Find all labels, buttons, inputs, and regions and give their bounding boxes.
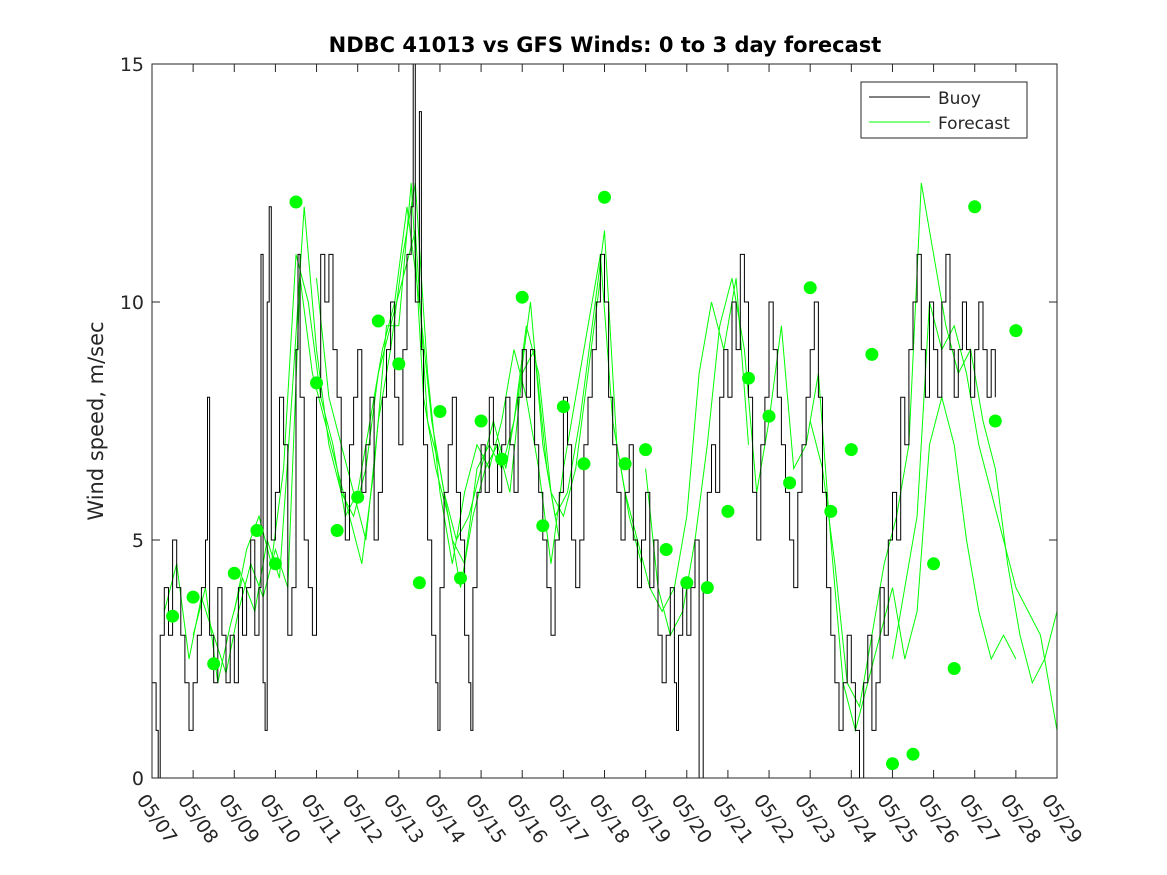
forecast-run-line xyxy=(192,206,601,683)
y-axis: 0 5 10 15 xyxy=(120,54,1057,790)
forecast-point xyxy=(783,476,797,490)
forecast-point xyxy=(988,414,1002,428)
x-tick-label: 05/29 xyxy=(1037,790,1086,847)
forecast-point xyxy=(454,571,467,585)
forecast-run-line xyxy=(645,278,1017,733)
forecast-point xyxy=(289,195,303,209)
x-tick-label: 05/08 xyxy=(173,790,222,847)
forecast-point xyxy=(556,400,570,414)
x-tick-label: 05/12 xyxy=(338,790,387,847)
forecast-point xyxy=(515,290,529,304)
x-tick-label: 05/10 xyxy=(255,790,304,847)
forecast-point xyxy=(577,457,591,471)
forecast-point xyxy=(412,576,426,590)
forecast-point xyxy=(474,414,488,428)
buoy-line xyxy=(152,64,996,778)
plot-area-frame xyxy=(151,63,1058,779)
legend-box xyxy=(860,81,1028,139)
forecast-point xyxy=(268,557,282,571)
forecast-point xyxy=(968,200,982,214)
x-tick-label: 05/11 xyxy=(296,790,345,847)
forecast-point xyxy=(392,357,406,371)
forecast-point xyxy=(886,757,899,771)
y-tick-label: 10 xyxy=(120,292,144,314)
x-tick-label: 05/25 xyxy=(872,790,921,847)
forecast-point xyxy=(700,581,714,595)
x-tick-label: 05/19 xyxy=(626,790,675,847)
forecast-point xyxy=(433,405,447,418)
forecast-point xyxy=(742,371,755,385)
forecast-point xyxy=(659,543,673,556)
forecast-point xyxy=(927,557,941,571)
x-tick-label: 05/18 xyxy=(584,790,633,847)
forecast-point xyxy=(310,376,323,390)
x-tick-label: 05/16 xyxy=(502,790,551,847)
legend: Buoy Forecast xyxy=(860,81,1028,139)
x-axis: 05/0705/0805/0905/1005/1105/1205/1305/14… xyxy=(132,64,1086,848)
forecast-point xyxy=(330,524,344,537)
chart-title: NDBC 41013 vs GFS Winds: 0 to 3 day fore… xyxy=(329,33,882,57)
forecast-point xyxy=(947,662,961,675)
forecast-dots xyxy=(166,190,1023,771)
forecast-run-line xyxy=(316,182,749,613)
forecast-point xyxy=(721,504,735,518)
forecast-point xyxy=(762,409,776,423)
x-tick-label: 05/13 xyxy=(379,790,428,847)
forecast-point xyxy=(906,747,920,761)
forecast-point xyxy=(1009,324,1023,338)
x-tick-label: 05/28 xyxy=(996,790,1045,847)
forecast-point xyxy=(803,281,817,295)
forecast-point xyxy=(250,524,264,537)
x-tick-label: 05/23 xyxy=(790,790,839,847)
x-tick-label: 05/15 xyxy=(461,790,510,847)
forecast-point xyxy=(598,190,611,204)
forecast-point xyxy=(166,609,180,623)
x-tick-label: 05/14 xyxy=(420,790,469,847)
forecast-point xyxy=(227,566,241,580)
forecast-point xyxy=(351,490,365,504)
forecast-point xyxy=(824,504,838,518)
legend-buoy-label: Buoy xyxy=(938,89,981,109)
y-axis-label: Wind speed, m/sec xyxy=(84,321,108,520)
forecast-point xyxy=(207,657,221,671)
forecast-point xyxy=(680,576,694,590)
forecast-point xyxy=(536,519,550,533)
forecast-point xyxy=(844,443,858,457)
x-tick-label: 05/27 xyxy=(955,790,1004,847)
x-tick-label: 05/24 xyxy=(831,790,880,847)
x-tick-label: 05/21 xyxy=(708,790,757,847)
forecast-point xyxy=(639,443,653,457)
forecast-point xyxy=(495,452,509,466)
forecast-point xyxy=(865,347,879,361)
x-tick-label: 05/20 xyxy=(667,790,716,847)
buoy-series xyxy=(152,64,996,778)
forecast-run-line xyxy=(233,206,642,612)
x-tick-label: 05/26 xyxy=(913,790,962,847)
y-tick-label: 5 xyxy=(132,530,144,552)
y-tick-label: 0 xyxy=(132,768,144,790)
x-tick-label: 05/17 xyxy=(543,790,592,847)
x-tick-label: 05/09 xyxy=(214,790,263,847)
legend-forecast-label: Forecast xyxy=(938,114,1010,134)
x-tick-label: 05/22 xyxy=(749,790,798,847)
forecast-point xyxy=(371,314,385,328)
y-tick-label: 15 xyxy=(120,54,144,76)
forecast-point xyxy=(186,590,200,604)
x-tick-label: 05/07 xyxy=(132,790,181,847)
forecast-point xyxy=(618,457,632,471)
forecast-run-line xyxy=(892,301,1057,731)
forecast-run-line xyxy=(809,182,1057,709)
